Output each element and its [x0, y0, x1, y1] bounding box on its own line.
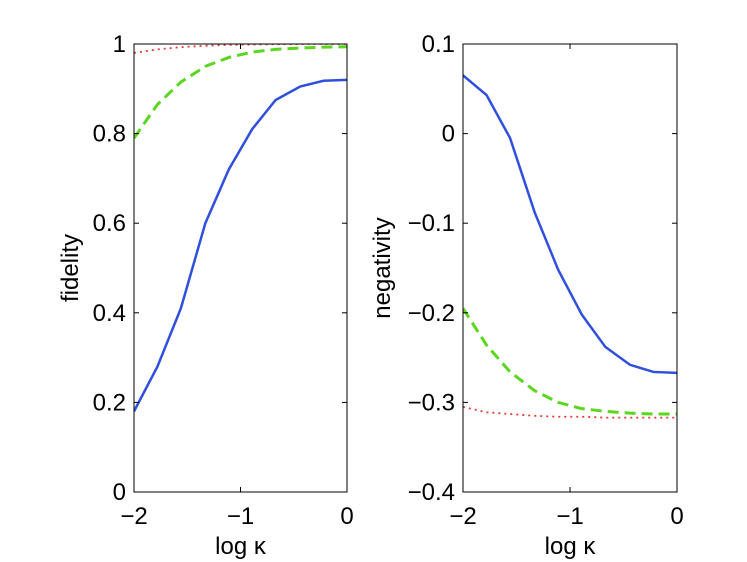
negativity-xtick-label: 0	[670, 503, 683, 530]
fidelity-ytick-label: 0	[113, 479, 126, 506]
fidelity-xlabel: log κ	[215, 533, 267, 560]
negativity-series-solid	[463, 74, 677, 375]
negativity-ytick-label: −0.1	[408, 210, 455, 237]
fidelity-ytick-label: 1	[113, 31, 126, 58]
fidelity-series-solid	[134, 78, 347, 412]
fidelity-plot-area	[134, 44, 347, 492]
negativity-xtick-label: −2	[449, 503, 476, 530]
fidelity-ytick-label: 0.4	[93, 300, 126, 327]
fidelity-ytick-label: 0.8	[93, 121, 126, 148]
negativity-ytick-label: 0.1	[422, 31, 455, 58]
negativity-panel: −0.4 −0.3 −0.2 −0.1 0 0.1 −2 −1 0 log κ negativity	[369, 31, 684, 560]
negativity-ylabel: negativity	[369, 217, 396, 318]
negativity-ytick-label: −0.4	[408, 479, 455, 506]
fidelity-ytick-label: 0.6	[93, 210, 126, 237]
negativity-series-dashed	[463, 307, 677, 416]
negativity-ytick-label: −0.3	[408, 389, 455, 416]
fidelity-xtick-label: −1	[227, 503, 254, 530]
fidelity-xtick-label: 0	[340, 503, 353, 530]
fidelity-ytick-label: 0.2	[93, 389, 126, 416]
fidelity-xtick-label: −2	[120, 503, 147, 530]
fidelity-ylabel: fidelity	[57, 234, 84, 302]
negativity-ytick-label: 0	[442, 121, 455, 148]
negativity-xtick-label: −1	[556, 503, 583, 530]
fidelity-series-dashed	[134, 45, 347, 139]
negativity-xlabel: log κ	[545, 533, 597, 560]
negativity-ytick-label: −0.2	[408, 300, 455, 327]
fidelity-panel: 0 0.2 0.4 0.6 0.8 1 −2 −1 0 log κ fidelity	[57, 31, 354, 560]
